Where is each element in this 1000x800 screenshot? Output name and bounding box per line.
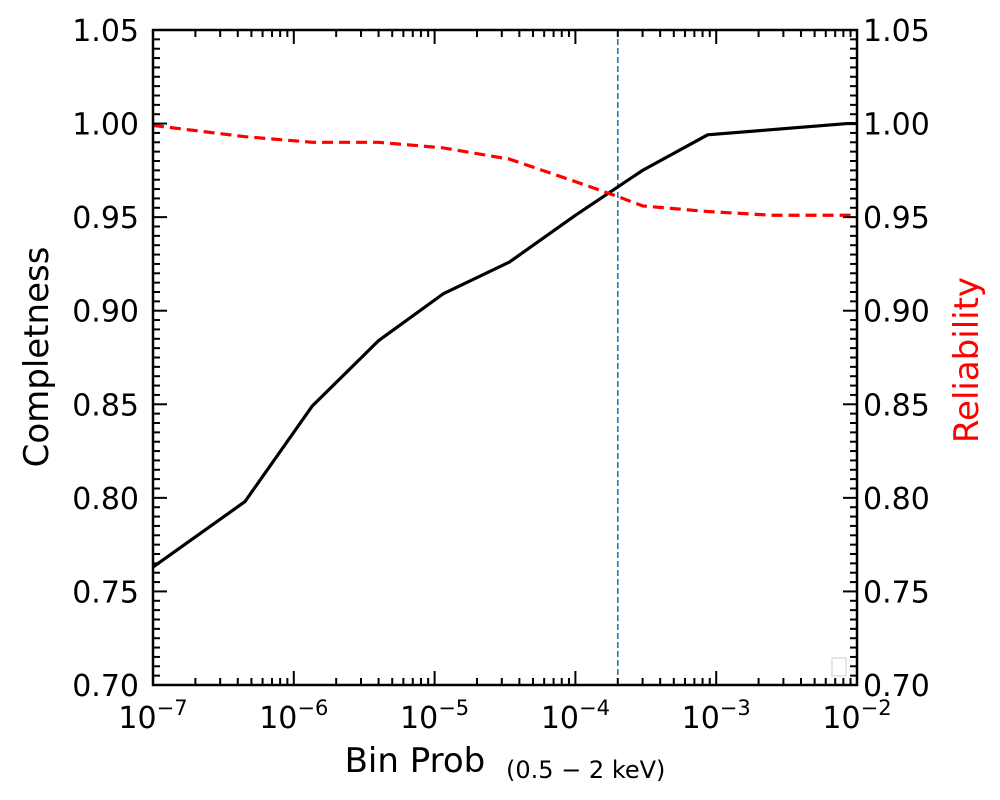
x-tick-label: 10−6 [259,696,328,736]
x-axis-title-main: Bin Prob [345,741,486,781]
y-tick-label-right: 0.90 [863,295,930,330]
x-tick-label: 10−5 [400,696,469,736]
y-tick-label-left: 1.00 [72,108,139,143]
y-tick-label-left: 0.70 [72,669,139,704]
y-tick-label-left: 0.85 [72,388,139,423]
y-tick-label-left: 0.90 [72,295,139,330]
y-tick-label-right: 1.05 [863,14,930,49]
plot-frame [151,28,859,687]
y-tick-label-right: 0.80 [863,482,930,517]
labels-layer: 0.70 0.70 0.75 0.75 0.80 0.80 0.85 0.85 0.90 0.90… [72,14,930,736]
completeness-series-line [152,121,857,569]
plot-layer [152,30,857,685]
x-axis-title: Bin Prob (0.5 − 2 keV) [345,741,666,784]
y-tick-label-left: 0.75 [72,575,139,610]
y-tick-label-right: 0.85 [863,388,930,423]
x-tick-label: 10−7 [118,696,187,736]
y-tick-label-right: 0.70 [863,669,930,704]
y-axis-title-right: Reliability [947,277,987,443]
reliability-series-line [152,123,857,217]
y-tick-label-right: 0.95 [863,201,930,236]
x-axis-title-subscript: (0.5 − 2 keV) [506,756,665,784]
x-tick-label: 10−4 [541,696,610,736]
y-tick-label-left: 0.95 [72,201,139,236]
y-tick-label-right: 1.00 [863,108,930,143]
y-tick-label-left: 1.05 [72,14,139,49]
x-tick-label: 10−2 [822,696,891,736]
y-tick-label-right: 0.75 [863,575,930,610]
x-tick-label: 10−3 [682,696,751,736]
legend-box [831,657,847,677]
y-tick-label-left: 0.80 [72,482,139,517]
y-axis-title-left: Completness [17,247,57,468]
ticks-layer [152,29,858,686]
